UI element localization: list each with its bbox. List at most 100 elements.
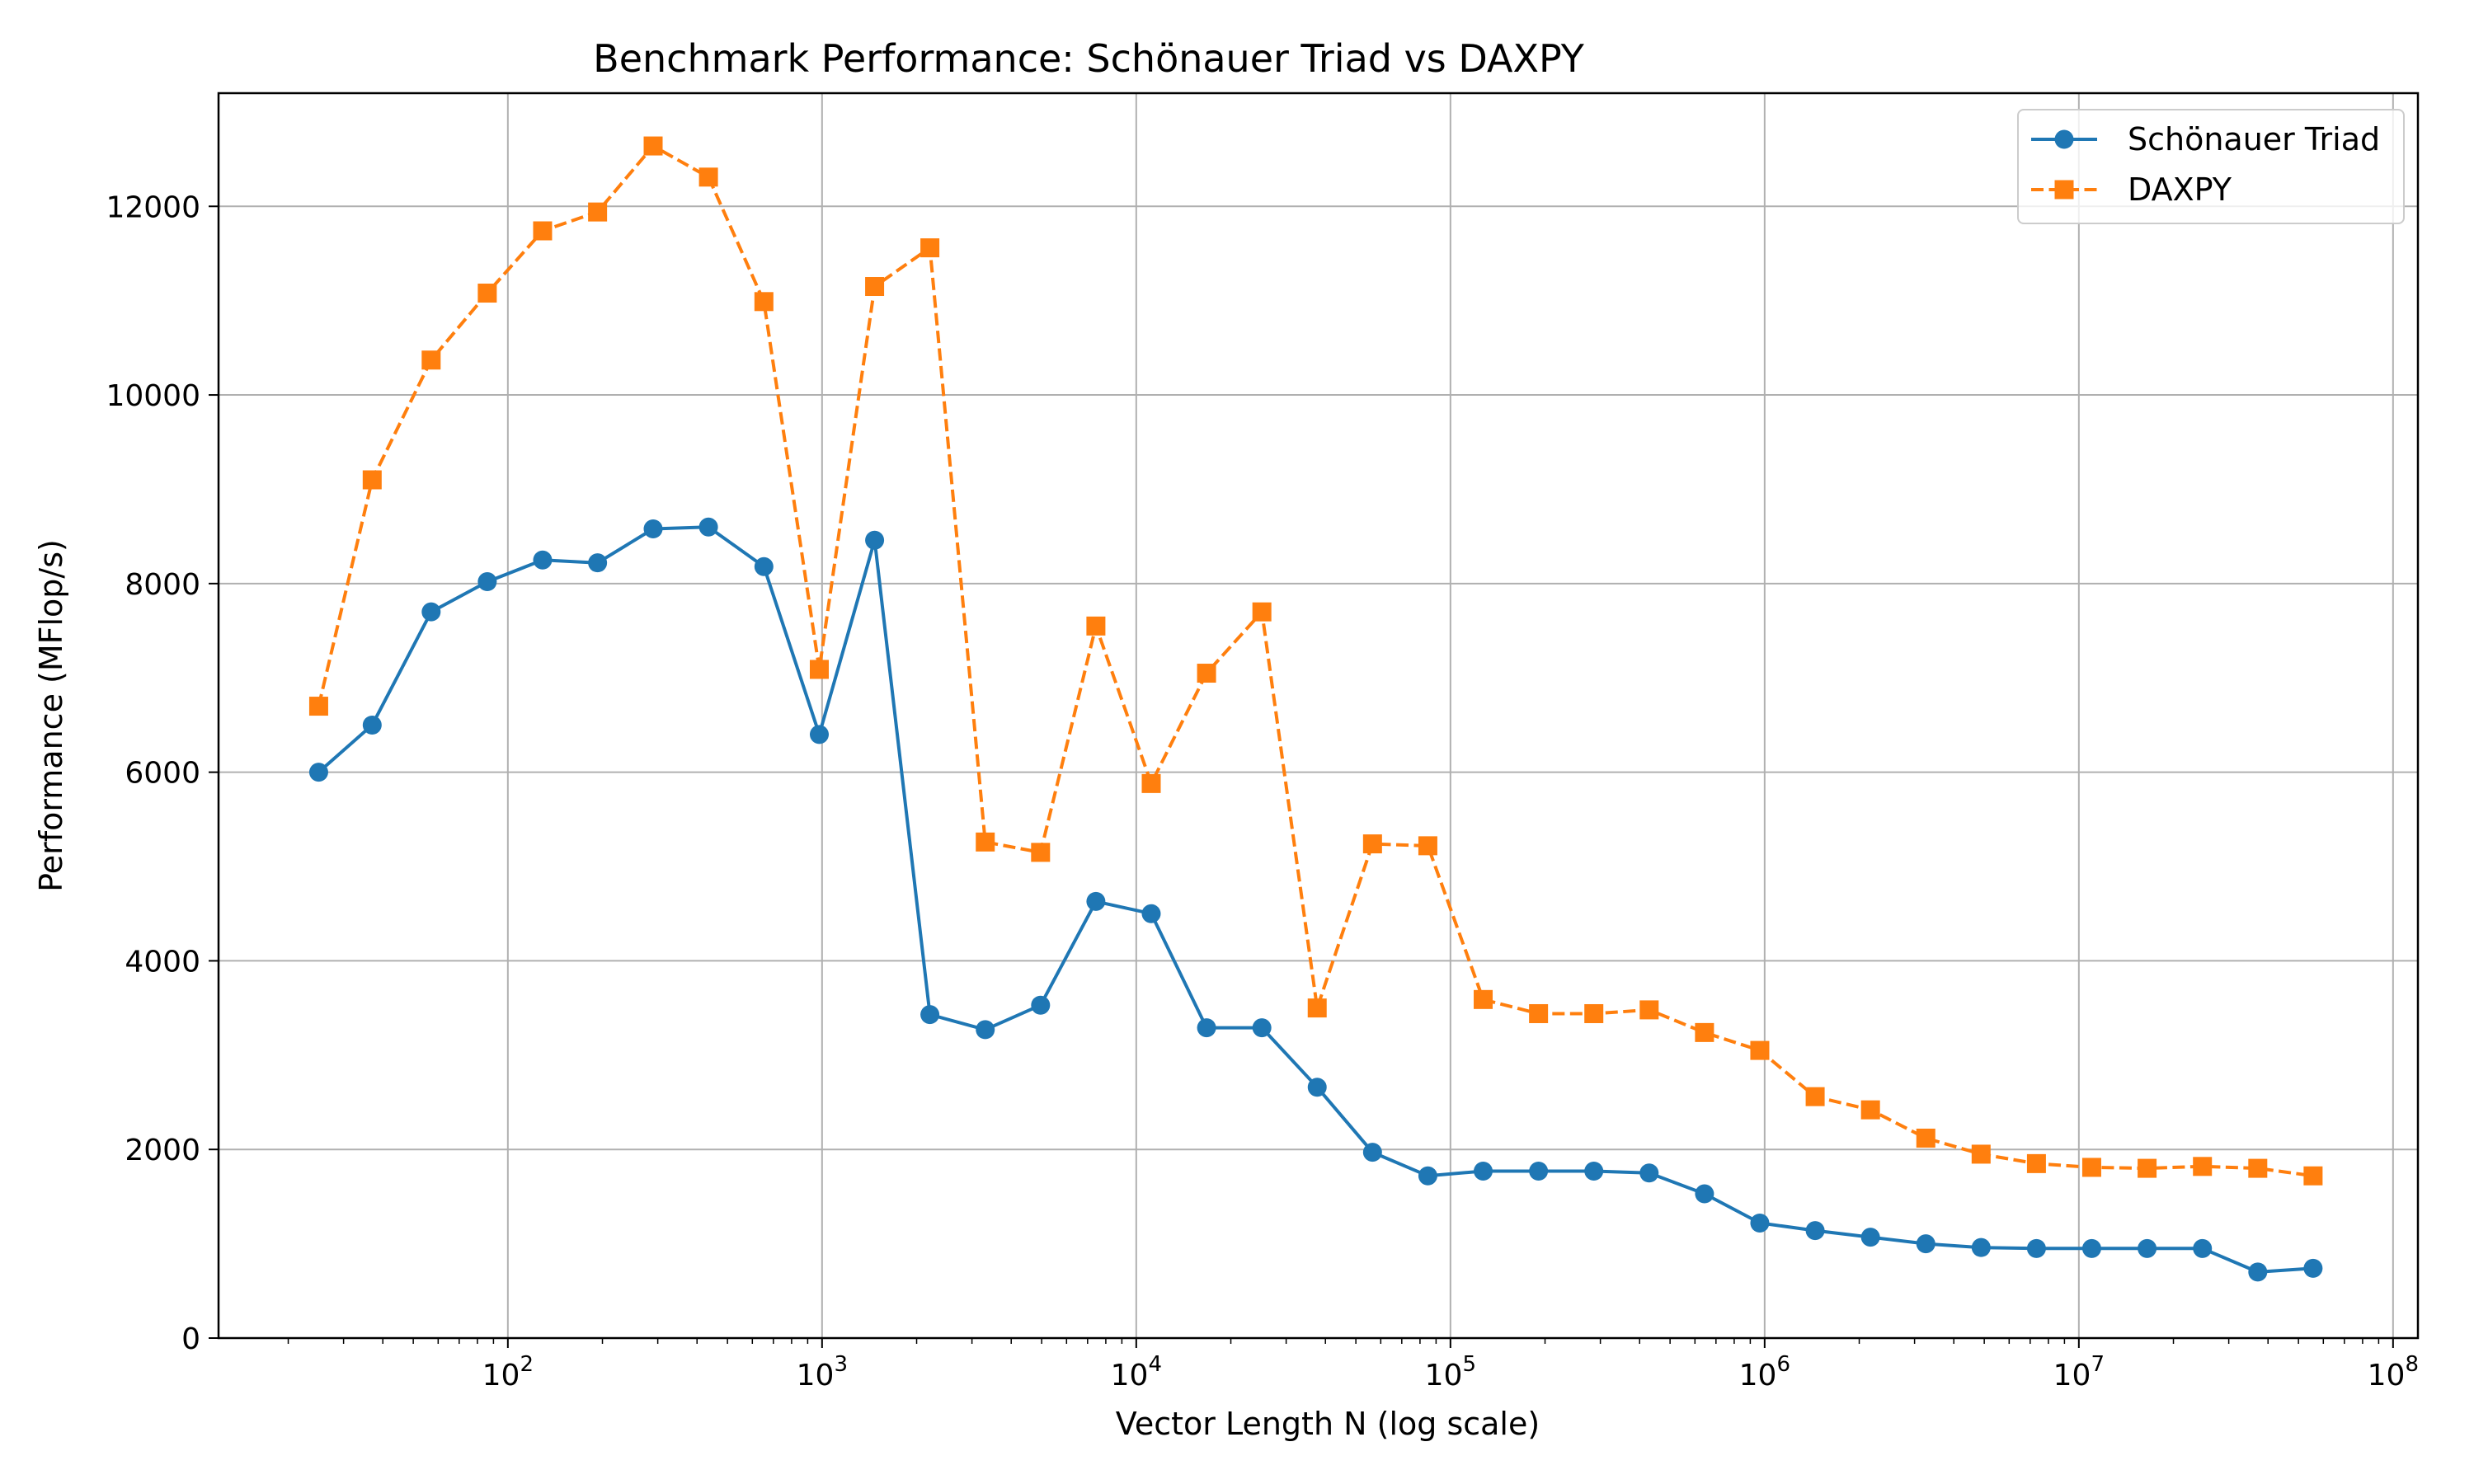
data-point [920,1005,940,1025]
data-point [2081,1238,2101,1258]
data-point [588,553,608,573]
data-point [809,660,829,679]
data-point [1418,836,1437,856]
x-tick-exponent: 5 [1462,1352,1476,1377]
data-point [477,572,497,592]
data-point [920,238,940,258]
data-point [362,715,382,735]
data-point [754,292,774,312]
data-point [643,136,663,156]
data-point [1805,1221,1825,1241]
x-tick-exponent: 4 [1148,1352,1162,1377]
x-tick-exponent: 6 [1776,1352,1790,1377]
y-tick-label: 2000 [125,1134,200,1167]
y-tick-label: 10000 [106,379,200,413]
data-point [2138,1158,2157,1178]
data-point [2026,1153,2046,1173]
data-point [1141,904,1161,923]
data-point [1362,834,1382,854]
data-point [2193,1238,2213,1258]
data-point [698,167,718,187]
y-tick-label: 12000 [106,190,200,224]
data-point [1860,1100,1880,1120]
legend-marker [2054,180,2074,200]
data-point [2303,1166,2323,1186]
data-point [1584,1003,1604,1023]
data-point [698,517,718,537]
data-point [477,284,497,303]
y-axis-label: Performance (MFlop/s) [33,539,69,892]
x-tick-base: 10 [2053,1359,2091,1392]
data-point [1141,773,1161,793]
data-point [1252,1018,1272,1038]
data-point [1750,1213,1770,1233]
data-point [643,519,663,538]
x-tick-label: 103 [797,1352,848,1392]
data-point [2081,1158,2101,1177]
x-tick-exponent: 2 [520,1352,534,1377]
x-tick-exponent: 7 [2091,1352,2105,1377]
data-point [533,550,553,570]
x-tick-exponent: 8 [2405,1352,2419,1377]
data-point [2026,1238,2046,1258]
x-tick-base: 10 [1739,1359,1777,1392]
data-point [1474,1162,1493,1181]
legend-marker [2054,129,2074,149]
data-point [1860,1228,1880,1247]
data-point [1695,1184,1714,1204]
data-point [1916,1128,1935,1148]
x-axis-label: Vector Length N (log scale) [1116,1406,1540,1442]
x-tick-base: 10 [797,1359,835,1392]
x-tick-label: 108 [2368,1352,2419,1392]
data-point [1584,1162,1604,1181]
data-point [1362,1143,1382,1162]
data-point [1529,1162,1549,1181]
data-point [1418,1166,1437,1186]
data-point [1252,602,1272,622]
data-point [865,530,885,550]
data-point [1695,1022,1714,1042]
data-point [1916,1234,1935,1254]
data-point [2303,1258,2323,1278]
x-tick-exponent: 3 [834,1352,848,1377]
data-point [588,202,608,222]
chart-title: Benchmark Performance: Schönauer Triad v… [593,36,1585,81]
data-point [1307,998,1327,1018]
data-point [1750,1040,1770,1060]
data-point [809,725,829,744]
x-axis: 102 103 104 105 106 107 108 [287,1338,2419,1392]
y-tick-label: 0 [181,1322,200,1356]
data-point [1086,616,1106,636]
x-tick-base: 10 [2368,1359,2406,1392]
data-point [1639,1000,1659,1020]
data-point [1031,843,1051,862]
x-tick-label: 106 [1739,1352,1790,1392]
data-point [1197,664,1216,683]
data-point [1307,1078,1327,1097]
data-point [533,221,553,241]
data-point [1086,891,1106,911]
data-point [1639,1163,1659,1183]
data-point [421,602,441,622]
data-point [421,350,441,370]
data-point [308,697,328,716]
x-tick-label: 105 [1425,1352,1476,1392]
data-point [1529,1003,1549,1023]
y-axis: 0 2000 4000 6000 8000 10000 12000 [106,190,219,1356]
series-layer [308,136,2323,1282]
data-point [1474,989,1493,1009]
y-tick-label: 6000 [125,757,200,791]
plot-frame [217,92,2420,1340]
x-tick-base: 10 [482,1359,520,1392]
series-schonauer-triad [308,517,2323,1282]
series-daxpy [308,136,2323,1186]
data-point [976,832,995,852]
x-tick-base: 10 [1425,1359,1463,1392]
legend-box [2017,109,2405,224]
data-point [362,470,382,490]
data-point [2248,1158,2268,1178]
legend-label: Schönauer Triad [2128,121,2380,157]
data-point [1805,1087,1825,1106]
data-point [1971,1144,1991,1164]
